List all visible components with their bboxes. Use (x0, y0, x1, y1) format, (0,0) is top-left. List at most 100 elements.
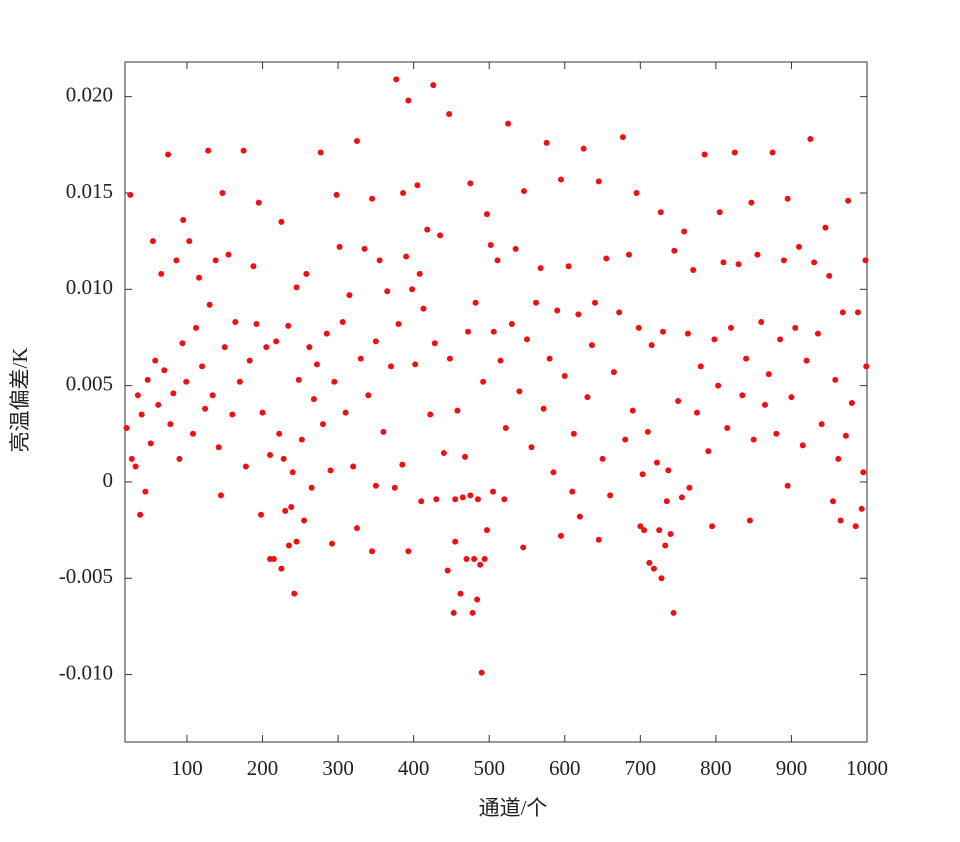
point (217, 492, 224, 499)
point (454, 407, 461, 414)
point (502, 425, 509, 432)
point (588, 342, 595, 349)
point (818, 421, 825, 428)
x-tick-label: 1000 (846, 756, 888, 780)
point (446, 111, 453, 118)
y-tick-label: 0.010 (66, 275, 113, 299)
point (478, 669, 485, 676)
x-tick-label: 500 (473, 756, 505, 780)
plot-frame (124, 61, 868, 743)
point (505, 120, 512, 127)
point (298, 436, 305, 443)
point (342, 409, 349, 416)
point (288, 503, 295, 510)
point (837, 517, 844, 524)
point (826, 272, 833, 279)
point (395, 320, 402, 327)
point (180, 216, 187, 223)
point (520, 188, 527, 195)
point (376, 257, 383, 264)
point (835, 455, 842, 462)
point (372, 482, 379, 489)
point (854, 309, 861, 316)
point (765, 371, 772, 378)
point (263, 344, 270, 351)
point (246, 357, 253, 364)
point (319, 421, 326, 428)
point (183, 378, 190, 385)
point (711, 336, 718, 343)
x-tick-label: 300 (322, 756, 354, 780)
point (221, 344, 228, 351)
point (667, 530, 674, 537)
point (259, 409, 266, 416)
point (232, 319, 239, 326)
point (557, 532, 564, 539)
point (543, 139, 550, 146)
point (528, 444, 535, 451)
point (644, 428, 651, 435)
point (193, 324, 200, 331)
y-tick-label: 0.005 (66, 371, 113, 395)
point (219, 189, 226, 196)
point (780, 257, 787, 264)
point (469, 609, 476, 616)
point (474, 496, 481, 503)
point (487, 242, 494, 249)
point (329, 540, 336, 547)
point (459, 494, 466, 501)
point (662, 542, 669, 549)
point (697, 363, 704, 370)
point (420, 305, 427, 312)
point (863, 363, 870, 370)
point (405, 97, 412, 104)
point (557, 176, 564, 183)
point (147, 440, 154, 447)
point (471, 555, 478, 562)
point (656, 527, 663, 534)
point (832, 376, 839, 383)
point (483, 211, 490, 218)
point (399, 461, 406, 468)
point (276, 430, 283, 437)
point (225, 251, 232, 258)
point (483, 527, 490, 534)
point (242, 463, 249, 470)
point (546, 355, 553, 362)
point (353, 137, 360, 144)
x-tick-label: 200 (247, 756, 279, 780)
point (317, 149, 324, 156)
point (758, 319, 765, 326)
point (554, 307, 561, 314)
point (735, 261, 742, 268)
point (430, 82, 437, 89)
point (278, 565, 285, 572)
point (457, 590, 464, 597)
point (663, 498, 670, 505)
point (637, 523, 644, 530)
point (331, 378, 338, 385)
point (416, 270, 423, 277)
point (489, 488, 496, 495)
point (403, 253, 410, 260)
point (540, 405, 547, 412)
point (784, 482, 791, 489)
point (409, 286, 416, 293)
point (255, 199, 262, 206)
point (127, 191, 134, 198)
point (452, 538, 459, 545)
point (845, 197, 852, 204)
point (209, 392, 216, 399)
point (144, 376, 151, 383)
point (384, 288, 391, 295)
point (639, 471, 646, 478)
point (361, 245, 368, 252)
point (716, 209, 723, 216)
point (648, 342, 655, 349)
point (472, 299, 479, 306)
point (437, 232, 444, 239)
point (720, 259, 727, 266)
point (161, 367, 168, 374)
point (842, 432, 849, 439)
point (678, 494, 685, 501)
